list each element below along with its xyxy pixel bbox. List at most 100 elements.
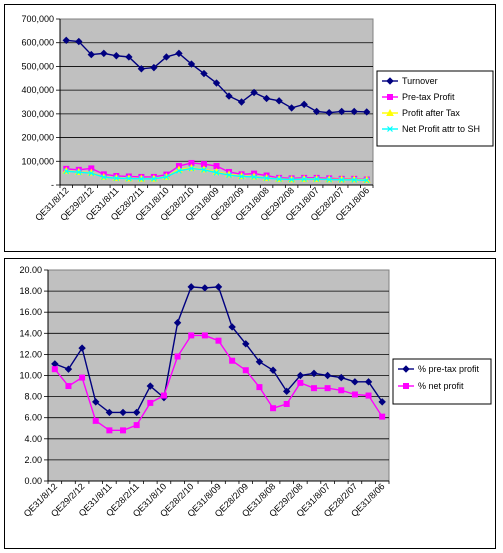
data-point: [215, 337, 222, 344]
data-point: [213, 169, 220, 176]
legend-label: % net profit: [418, 381, 464, 391]
data-point: [324, 385, 331, 392]
legend-swatch-marker: [402, 365, 410, 373]
data-point: [256, 384, 263, 391]
data-point: [269, 366, 277, 374]
data-point: [351, 391, 358, 398]
data-point: [228, 323, 236, 331]
data-point: [263, 175, 270, 182]
data-point: [87, 50, 96, 59]
data-point: [363, 108, 371, 116]
data-point: [176, 167, 182, 174]
y-tick-label: 20.00: [19, 265, 42, 275]
data-point: [51, 366, 58, 373]
data-point: [173, 319, 182, 327]
data-point: [212, 79, 221, 87]
legend-box: [392, 358, 492, 405]
data-point: [325, 108, 333, 117]
legend-item-turnover: Turnover: [382, 76, 438, 86]
data-point: [125, 175, 132, 182]
data-point: [301, 176, 308, 182]
data-point: [100, 49, 108, 58]
data-point: [201, 166, 207, 173]
data-point: [62, 36, 70, 45]
data-point: [312, 107, 321, 116]
series-net-profit: [51, 332, 386, 434]
data-point: [112, 52, 121, 60]
data-point: [146, 382, 155, 390]
data-point: [174, 353, 181, 360]
data-point: [242, 367, 249, 374]
legend: % pre-tax profit % net profit: [392, 358, 492, 405]
data-point: [214, 283, 223, 291]
data-point: [238, 173, 245, 180]
data-point: [105, 408, 114, 417]
y-tick-label: 600,000: [21, 38, 54, 48]
data-point: [338, 387, 345, 394]
data-point: [160, 392, 167, 399]
data-point: [255, 358, 264, 366]
legend-swatch-marker: [403, 383, 409, 389]
data-point: [187, 283, 195, 291]
data-point: [262, 94, 271, 103]
data-point: [113, 175, 120, 182]
legend-swatch-marker: [386, 108, 394, 116]
legend-item-net-profit-attr-to-sh: Net Profit attr to SH: [382, 124, 480, 134]
data-point: [200, 69, 208, 78]
data-point: [138, 175, 145, 182]
y-tick-label: 200,000: [21, 133, 54, 143]
data-point: [282, 387, 291, 396]
data-point: [275, 97, 283, 105]
data-point: [288, 176, 295, 183]
data-point: [229, 357, 236, 364]
data-point: [119, 408, 127, 417]
y-tick-label: 10.00: [19, 371, 42, 381]
data-point: [251, 174, 257, 180]
data-point: [250, 88, 258, 97]
data-point: [213, 163, 220, 170]
y-tick-label: 300,000: [21, 109, 54, 119]
legend-label: Profit after Tax: [402, 108, 460, 118]
profit-margin-chart: 0.00 2.00 4.00 6.00 8.00 10.00 12.00 14.00 16.00…: [19, 265, 492, 519]
legend-item-pre-tax-profit: Pre-tax Profit: [382, 92, 455, 102]
data-point: [379, 413, 386, 420]
data-point: [351, 176, 358, 183]
legend-label: Pre-tax Profit: [402, 92, 455, 102]
y-tick-label: 2.00: [24, 455, 42, 465]
data-point: [310, 385, 317, 392]
data-point: [323, 371, 332, 380]
legend-item-net-profit: % net profit: [398, 381, 464, 391]
data-point: [150, 63, 158, 72]
data-point: [296, 371, 305, 380]
y-tick-label: 14.00: [19, 328, 42, 338]
y-tick-label: 4.00: [24, 434, 42, 444]
data-point: [225, 92, 233, 100]
data-point: [363, 177, 370, 184]
data-point: [75, 37, 83, 46]
data-point: [201, 332, 208, 339]
data-point: [310, 369, 318, 378]
data-point: [100, 174, 107, 181]
legend-box: [376, 70, 494, 147]
y-tick-label: 12.00: [19, 349, 42, 359]
data-point: [78, 344, 86, 352]
data-point: [187, 60, 196, 68]
legend-label: Net Profit attr to SH: [402, 124, 480, 134]
data-point: [313, 176, 320, 182]
legend-label: % pre-tax profit: [418, 364, 480, 374]
data-point: [147, 399, 154, 406]
data-point: [287, 104, 296, 112]
data-point: [365, 392, 372, 399]
series-turnover: [62, 36, 371, 117]
y-tick-label: 6.00: [24, 413, 42, 423]
data-point: [125, 53, 133, 61]
data-point: [283, 400, 290, 407]
data-point: [75, 169, 82, 176]
y-tick-label: 8.00: [24, 392, 42, 402]
series-pre-tax-profit: [51, 283, 386, 417]
data-point: [351, 378, 359, 386]
y-tick-label: 16.00: [19, 307, 42, 317]
legend-swatch-marker: [386, 77, 394, 85]
data-point: [188, 165, 195, 172]
data-point: [132, 408, 141, 417]
